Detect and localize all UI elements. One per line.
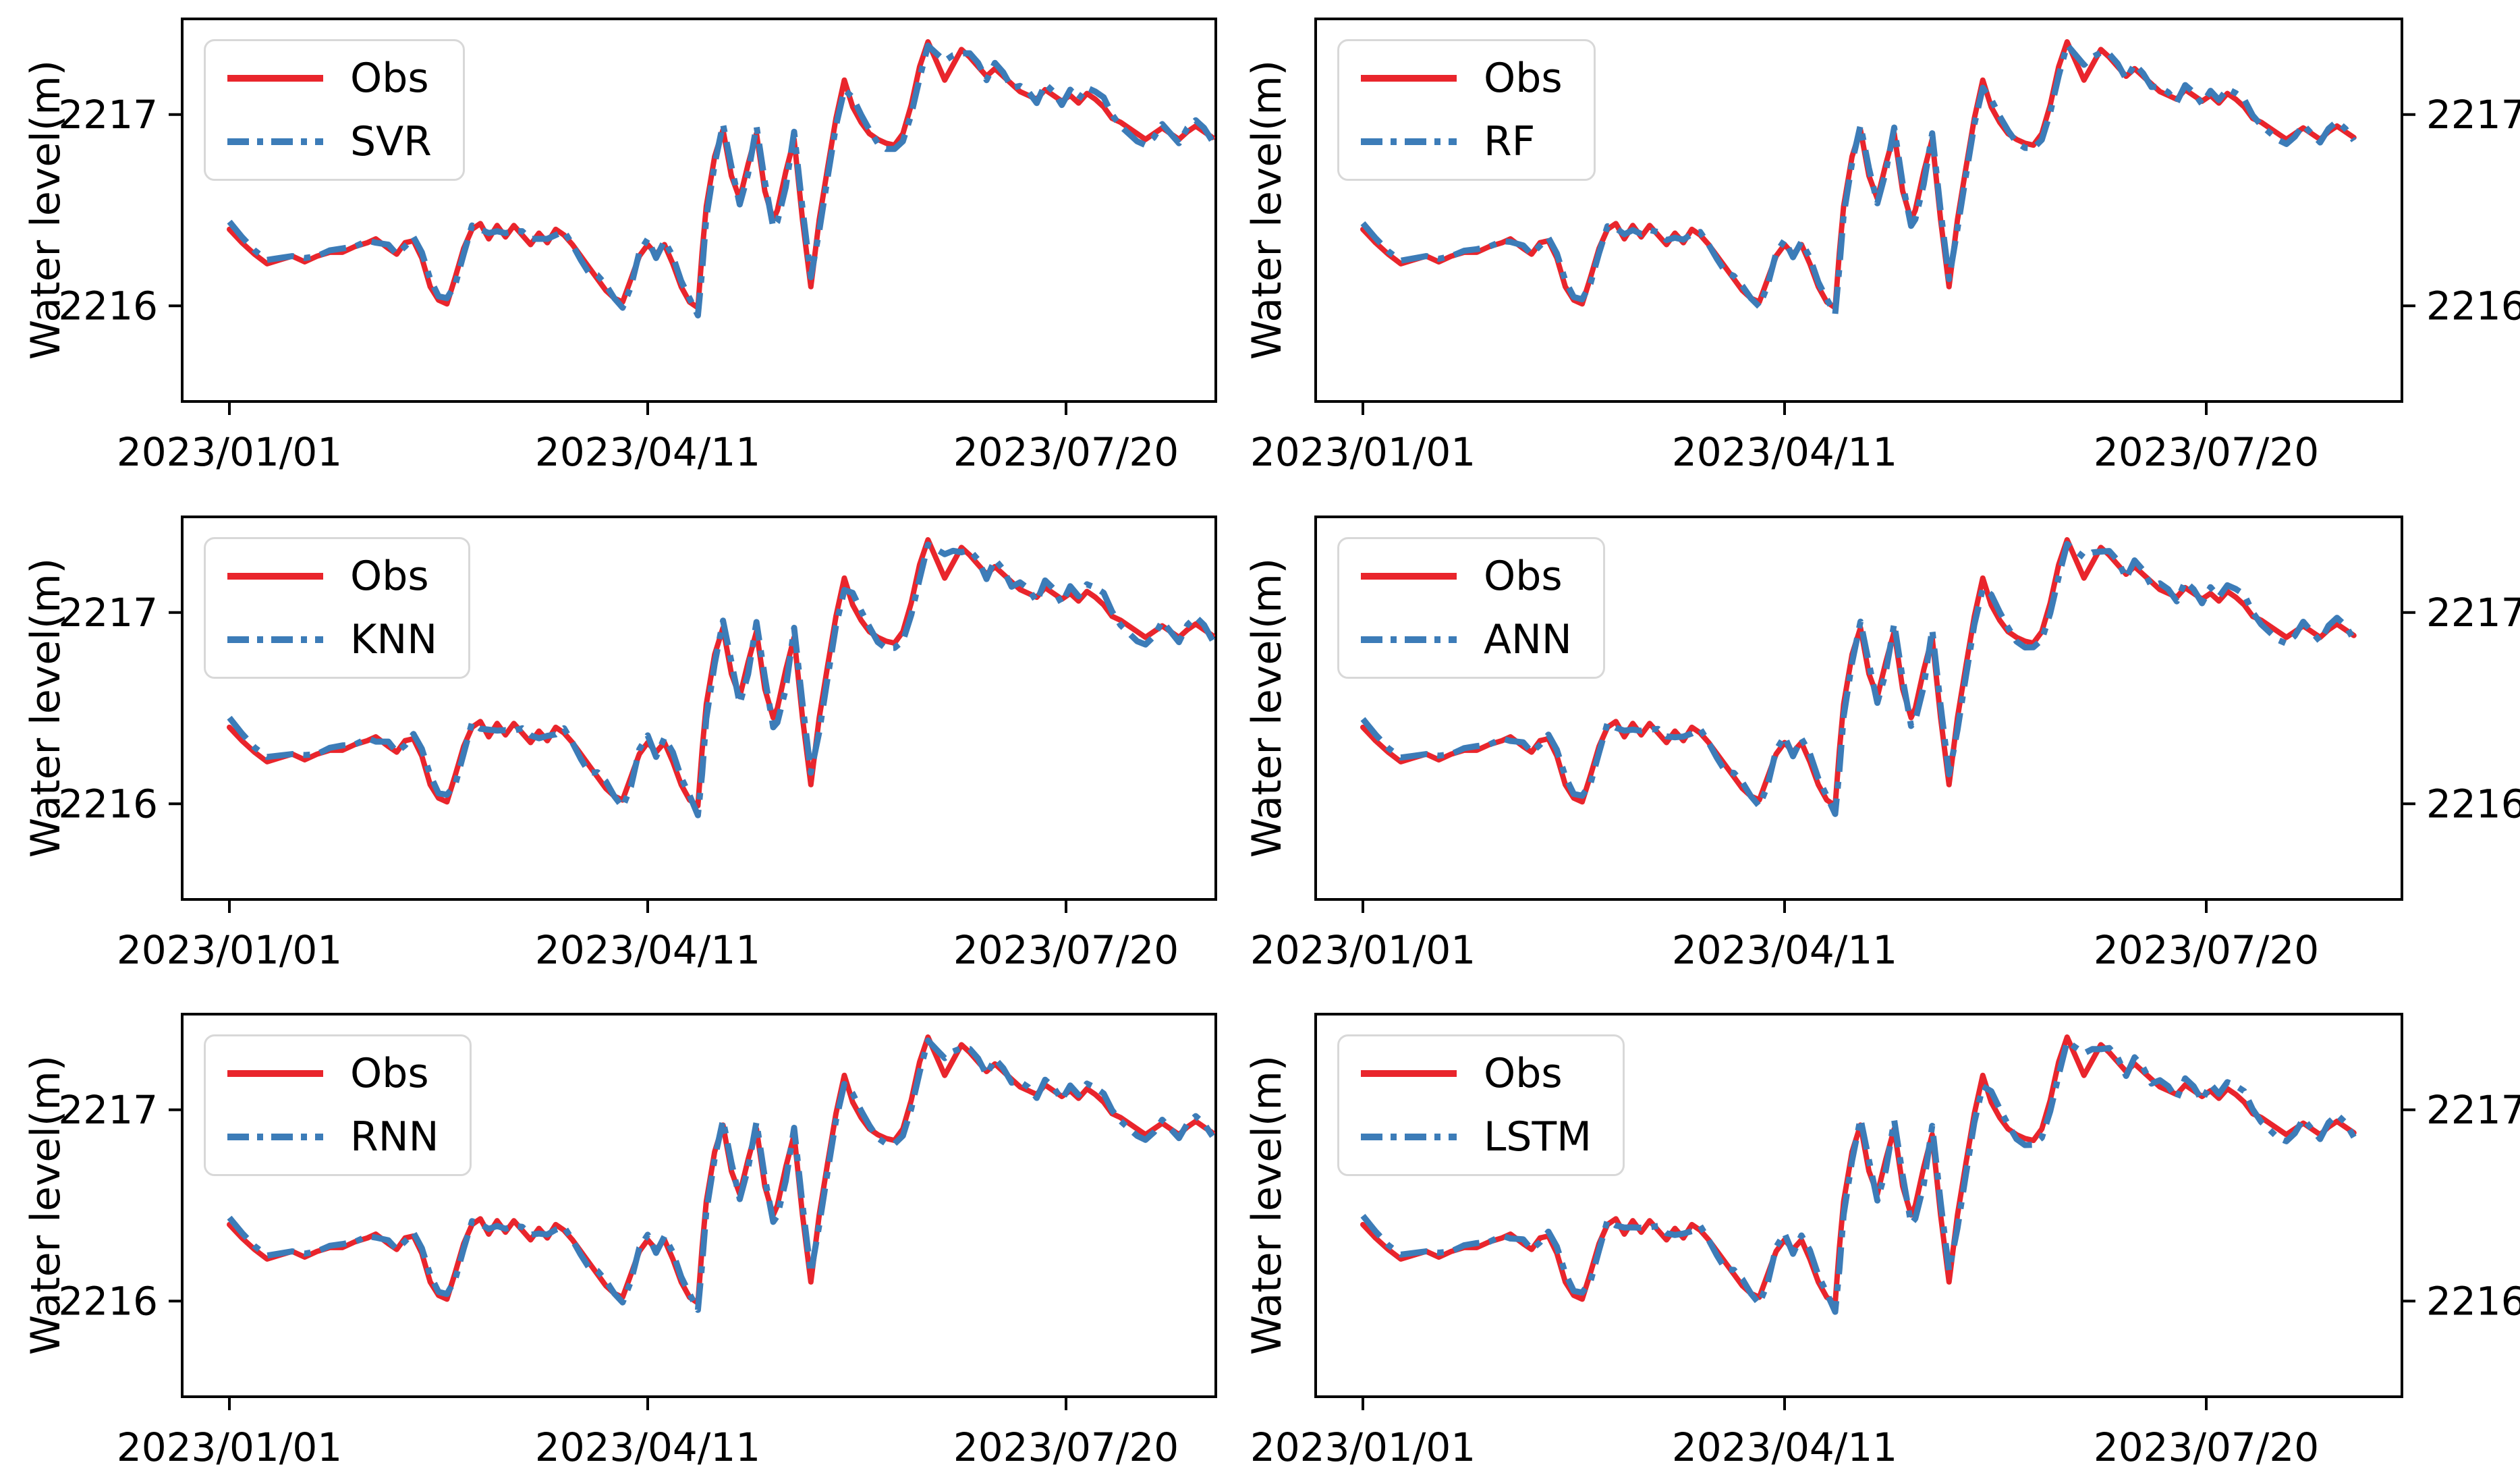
x-tick-label: 2023/01/01 — [117, 1424, 342, 1470]
model-line — [1360, 42, 2357, 317]
y-axis-label: Water level(m) — [22, 557, 69, 858]
legend-label-model: SVR — [350, 118, 432, 165]
legend-entry-obs: Obs — [225, 553, 437, 600]
model-line-sample-icon — [227, 1134, 323, 1140]
legend-label-obs: Obs — [350, 1050, 429, 1097]
obs-line-sample-icon — [1361, 573, 1457, 580]
y-tick-label: 2217 — [2426, 1087, 2520, 1133]
y-axis-label: Water level(m) — [22, 59, 69, 360]
x-tick-label: 2023/04/11 — [535, 429, 760, 475]
y-tick-label: 2217 — [58, 92, 158, 138]
legend-label-obs: Obs — [1484, 1050, 1563, 1097]
legend-label-obs: Obs — [1484, 55, 1563, 102]
x-tick-label: 2023/07/20 — [953, 927, 1179, 973]
legend-label-model: KNN — [350, 616, 438, 663]
legend-label-obs: Obs — [350, 55, 429, 102]
y-tick-label: 2216 — [58, 283, 158, 329]
y-tick-label: 2216 — [2426, 781, 2520, 827]
legend-rf: Obs RF — [1337, 39, 1596, 181]
legend-label-obs: Obs — [1484, 553, 1563, 600]
panel-lstm: 2023/01/01 2023/04/11 2023/07/20 2217 2216 — [1250, 1013, 2520, 1470]
model-line — [227, 541, 1215, 818]
legend-ann: Obs ANN — [1337, 537, 1605, 679]
x-tick-label: 2023/01/01 — [1250, 429, 1476, 475]
model-line — [227, 1037, 1215, 1313]
legend-svr: Obs SVR — [204, 39, 465, 181]
panel-frame — [1314, 1013, 2403, 1398]
legend-lstm: Obs LSTM — [1337, 1034, 1625, 1176]
panel-frame — [181, 1013, 1217, 1398]
x-tick-label: 2023/07/20 — [2094, 429, 2319, 475]
y-axis-label: Water level(m) — [1243, 557, 1291, 858]
model-line-sample-icon — [1361, 1134, 1457, 1140]
x-tick-label: 2023/07/20 — [2094, 1424, 2319, 1470]
panel-frame — [1314, 516, 2403, 901]
panel-knn: 2023/01/01 2023/04/11 2023/07/20 2217 2216 — [58, 516, 1217, 973]
legend-label-model: LSTM — [1484, 1113, 1592, 1161]
x-tick-label: 2023/01/01 — [1250, 927, 1476, 973]
model-line — [227, 43, 1215, 318]
model-line — [1360, 1038, 2357, 1315]
panel-frame — [181, 516, 1217, 901]
x-tick-label: 2023/07/20 — [953, 429, 1179, 475]
y-tick-label: 2216 — [2426, 283, 2520, 329]
obs-line-sample-icon — [1361, 1070, 1457, 1077]
y-tick-label: 2216 — [2426, 1278, 2520, 1324]
obs-line-sample-icon — [227, 1070, 323, 1077]
panel-rnn: 2023/01/01 2023/04/11 2023/07/20 2217 2216 — [58, 1013, 1217, 1470]
y-tick-label: 2217 — [2426, 590, 2520, 636]
y-axis-label: Water level(m) — [22, 1055, 69, 1356]
legend-entry-model: RNN — [225, 1113, 439, 1161]
obs-line-sample-icon — [227, 573, 323, 580]
legend-entry-obs: Obs — [1358, 1050, 1592, 1097]
x-tick-label: 2023/07/20 — [2094, 927, 2319, 973]
model-line-sample-icon — [1361, 138, 1457, 145]
y-tick-label: 2217 — [58, 590, 158, 636]
panel-rf: 2023/01/01 2023/04/11 2023/07/20 2217 2216 — [1250, 18, 2520, 475]
x-tick-label: 2023/04/11 — [535, 927, 760, 973]
model-line-sample-icon — [227, 636, 323, 643]
legend-entry-obs: Obs — [225, 1050, 439, 1097]
y-tick-label: 2217 — [58, 1087, 158, 1133]
panel-frame — [181, 18, 1217, 403]
legend-entry-model: LSTM — [1358, 1113, 1592, 1161]
x-tick-label: 2023/07/20 — [953, 1424, 1179, 1470]
x-tick-label: 2023/04/11 — [1672, 927, 1897, 973]
x-tick-label: 2023/01/01 — [1250, 1424, 1476, 1470]
legend-label-model: ANN — [1484, 616, 1572, 663]
y-tick-label: 2216 — [58, 781, 158, 827]
panel-frame — [1314, 18, 2403, 403]
panel-svr: 2023/01/01 2023/04/11 2023/07/20 2217 2216 — [58, 18, 1217, 475]
legend-entry-obs: Obs — [1358, 553, 1572, 600]
model-line — [1360, 540, 2357, 817]
y-tick-label: 2216 — [58, 1278, 158, 1324]
model-line-sample-icon — [227, 138, 323, 145]
x-tick-label: 2023/01/01 — [117, 927, 342, 973]
legend-label-obs: Obs — [350, 553, 429, 600]
x-tick-label: 2023/01/01 — [117, 429, 342, 475]
legend-entry-obs: Obs — [1358, 55, 1563, 102]
legend-rnn: Obs RNN — [204, 1034, 472, 1176]
legend-entry-obs: Obs — [225, 55, 432, 102]
y-axis-label: Water level(m) — [1243, 59, 1291, 360]
x-tick-label: 2023/04/11 — [1672, 1424, 1897, 1470]
obs-line-sample-icon — [1361, 75, 1457, 82]
legend-label-model: RNN — [350, 1113, 439, 1161]
legend-label-model: RF — [1484, 118, 1536, 165]
legend-entry-model: ANN — [1358, 616, 1572, 663]
model-line-sample-icon — [1361, 636, 1457, 643]
panel-ann: 2023/01/01 2023/04/11 2023/07/20 2217 2216 — [1250, 516, 2520, 973]
y-tick-label: 2217 — [2426, 92, 2520, 138]
legend-knn: Obs KNN — [204, 537, 471, 679]
legend-entry-model: KNN — [225, 616, 437, 663]
legend-entry-model: SVR — [225, 118, 432, 165]
y-axis-label: Water level(m) — [1243, 1055, 1291, 1356]
legend-entry-model: RF — [1358, 118, 1563, 165]
x-tick-label: 2023/04/11 — [535, 1424, 760, 1470]
x-tick-label: 2023/04/11 — [1672, 429, 1897, 475]
obs-line-sample-icon — [227, 75, 323, 82]
